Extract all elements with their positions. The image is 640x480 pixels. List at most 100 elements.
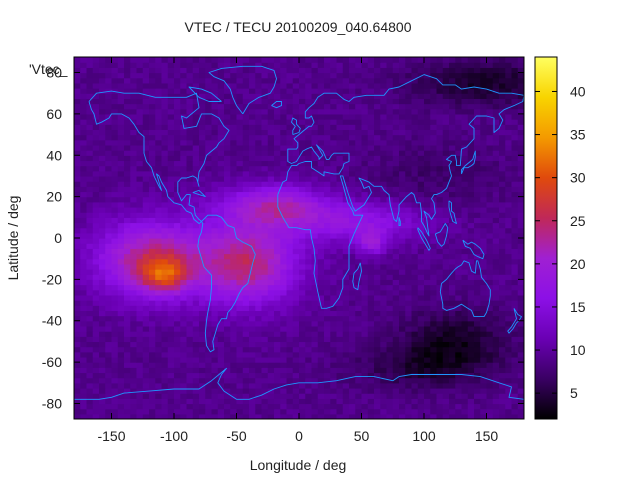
heat-cell	[486, 331, 494, 337]
heat-cell	[105, 387, 113, 394]
heat-cell	[199, 393, 206, 399]
heat-cell	[399, 113, 406, 120]
heat-cell	[186, 356, 194, 363]
heat-cell	[430, 93, 438, 99]
heat-cell	[461, 362, 469, 368]
heat-cell	[105, 181, 113, 187]
heat-cell	[180, 258, 188, 265]
heat-cell	[367, 129, 375, 136]
heat-cell	[217, 57, 225, 63]
heat-cell	[330, 367, 338, 374]
heat-cell	[267, 144, 275, 151]
heat-cell	[80, 181, 88, 187]
heat-cell	[267, 108, 275, 115]
heat-cell	[499, 227, 506, 234]
heat-cell	[205, 108, 213, 115]
heat-cell	[299, 201, 306, 208]
heat-cell	[242, 191, 250, 198]
heat-cell	[311, 367, 319, 374]
heat-cell	[236, 248, 244, 255]
heat-cell	[355, 393, 363, 399]
heat-cell	[342, 191, 350, 198]
heat-cell	[155, 362, 163, 368]
heat-cell	[442, 253, 450, 260]
heat-cell	[505, 356, 513, 363]
heat-cell	[255, 362, 263, 368]
heat-cell	[105, 367, 113, 374]
heat-cell	[86, 196, 94, 203]
heat-cell	[130, 325, 138, 332]
heat-cell	[317, 284, 325, 291]
heat-cell	[136, 258, 144, 265]
heat-cell	[492, 88, 500, 94]
heat-cell	[455, 351, 463, 358]
heat-cell	[336, 263, 344, 270]
heat-cell	[124, 170, 131, 177]
heat-cell	[392, 377, 400, 384]
heat-cell	[180, 186, 188, 193]
heat-cell	[80, 134, 88, 141]
heat-cell	[105, 232, 113, 239]
heat-cell	[74, 372, 81, 379]
heat-cell	[255, 305, 263, 311]
heat-cell	[330, 274, 338, 280]
heat-cell	[374, 408, 381, 415]
heat-cell	[336, 310, 344, 317]
heat-cell	[417, 238, 425, 244]
heat-cell	[399, 336, 406, 343]
heat-cell	[392, 331, 400, 337]
heat-cell	[124, 103, 131, 110]
heat-cell	[367, 284, 375, 291]
heat-cell	[386, 175, 394, 182]
heat-cell	[274, 170, 281, 177]
heat-cell	[330, 67, 338, 74]
heat-cell	[436, 284, 444, 291]
heat-cell	[461, 274, 469, 280]
heat-cell	[492, 119, 500, 125]
heat-cell	[130, 331, 138, 337]
heat-cell	[417, 88, 425, 94]
heat-cell	[155, 181, 163, 187]
heat-cell	[505, 232, 513, 239]
heat-cell	[380, 139, 388, 146]
heat-cell	[349, 232, 356, 239]
heat-cell	[424, 160, 431, 167]
heat-cell	[480, 129, 488, 136]
heat-cell	[424, 170, 431, 177]
heat-cell	[224, 206, 231, 213]
heat-cell	[492, 269, 500, 275]
heat-cell	[392, 82, 400, 89]
heat-cell	[99, 150, 106, 156]
heat-cell	[230, 398, 238, 405]
heat-cell	[442, 217, 450, 224]
heat-cell	[417, 139, 425, 146]
heat-cell	[149, 356, 156, 363]
heat-cell	[392, 382, 400, 389]
heat-cell	[286, 93, 294, 99]
heat-cell	[361, 336, 369, 343]
heat-cell	[80, 144, 88, 151]
heat-cell	[180, 155, 188, 162]
heat-cell	[180, 175, 188, 182]
heat-cell	[386, 217, 394, 224]
heat-cell	[286, 341, 294, 348]
heat-cell	[280, 263, 288, 270]
heat-cell	[299, 320, 306, 327]
heat-cell	[74, 77, 81, 84]
heat-cell	[186, 398, 194, 405]
heat-cell	[142, 377, 150, 384]
heat-cell	[111, 305, 119, 311]
heat-cell	[136, 186, 144, 193]
heat-cell	[111, 408, 119, 415]
heat-cell	[274, 62, 281, 68]
heat-cell	[261, 284, 269, 291]
heat-cell	[349, 212, 356, 218]
heat-cell	[286, 372, 294, 379]
heat-cell	[442, 310, 450, 317]
heat-cell	[374, 315, 381, 322]
heat-cell	[355, 398, 363, 405]
heat-cell	[411, 227, 419, 234]
heat-cell	[224, 113, 231, 120]
heat-cell	[136, 139, 144, 146]
heat-cell	[236, 413, 244, 419]
